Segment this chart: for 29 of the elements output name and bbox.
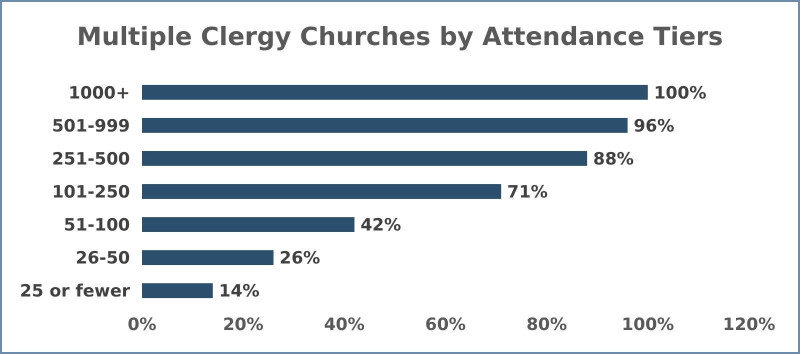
y-tick-label: 51-100 <box>64 216 130 236</box>
y-tick-label: 1000+ <box>68 83 130 104</box>
y-tick-label: 26-50 <box>76 248 130 269</box>
y-tick-label: 251-500 <box>52 149 130 170</box>
data-label: 26% <box>280 248 320 269</box>
x-tick-label: 100% <box>622 315 674 335</box>
bar <box>142 151 588 166</box>
bar <box>142 84 648 100</box>
chart-title: Multiple Clergy Churches by Attendance Tiers <box>76 22 724 51</box>
x-tick-label: 120% <box>722 315 776 335</box>
bar <box>142 184 502 199</box>
x-tick-label: 0% <box>128 315 156 335</box>
bar <box>142 217 354 232</box>
data-label: 14% <box>218 282 260 302</box>
y-tick-label: 101-250 <box>52 182 130 202</box>
data-label: 71% <box>507 182 548 202</box>
bar <box>142 118 628 133</box>
x-tick-label: 80% <box>526 315 568 335</box>
x-tick-label: 60% <box>425 315 466 335</box>
y-tick-label: 25 or fewer <box>20 282 131 302</box>
x-tick-label: 20% <box>222 315 264 335</box>
bar <box>142 283 213 298</box>
data-label: 88% <box>593 149 634 170</box>
data-label: 42% <box>360 216 402 236</box>
y-tick-label: 501-999 <box>52 116 130 136</box>
data-label: 96% <box>634 116 674 136</box>
x-tick-label: 40% <box>324 315 365 335</box>
data-label: 100% <box>654 83 706 104</box>
bar <box>142 250 274 266</box>
